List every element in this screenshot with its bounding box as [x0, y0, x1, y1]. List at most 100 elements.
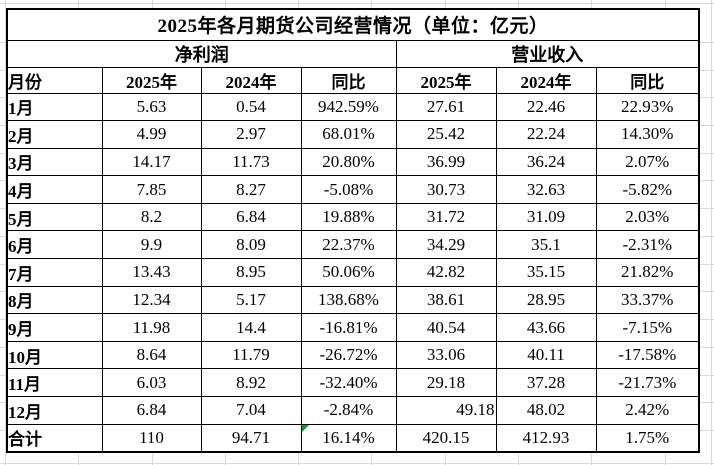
- cell-9月-rev2025[interactable]: 40.54: [395, 313, 497, 342]
- cell-9月-np2024[interactable]: 14.4: [200, 313, 302, 342]
- cell-合计-rev2024[interactable]: 412.93: [495, 423, 597, 453]
- cell-month-3月[interactable]: 3月: [6, 147, 103, 177]
- cell-month-11月[interactable]: 11月: [6, 368, 103, 398]
- cell-3月-rev2024[interactable]: 36.24: [495, 147, 597, 177]
- cell-5月-rev2024[interactable]: 31.09: [495, 202, 597, 232]
- cell-6月-np2024[interactable]: 8.09: [200, 230, 302, 260]
- cell-3月-revyoy[interactable]: 2.07%: [595, 147, 700, 177]
- cell-8月-revyoy[interactable]: 33.37%: [595, 285, 700, 315]
- cell-1月-np2024[interactable]: 0.54: [200, 92, 302, 122]
- cell-6月-revyoy[interactable]: -2.31%: [595, 230, 700, 260]
- cell-month-10月[interactable]: 10月: [6, 340, 103, 370]
- cell-8月-np2025[interactable]: 12.34: [101, 285, 202, 315]
- cell-6月-np2025[interactable]: 9.9: [101, 230, 202, 260]
- cell-5月-revyoy[interactable]: 2.03%: [595, 202, 700, 232]
- cell-7月-np2024[interactable]: 8.95: [200, 258, 302, 287]
- cell-11月-np2025[interactable]: 6.03: [101, 368, 202, 398]
- cell-6月-npyoy[interactable]: 22.37%: [300, 230, 397, 260]
- cell-month-6月[interactable]: 6月: [6, 230, 103, 260]
- cell-month-8月[interactable]: 8月: [6, 285, 103, 315]
- cell-9月-npyoy[interactable]: -16.81%: [300, 313, 397, 342]
- cell-9月-rev2024[interactable]: 43.66: [495, 313, 597, 342]
- cell-11月-np2024[interactable]: 8.92: [200, 368, 302, 398]
- column-header-np-2025[interactable]: 2025年: [101, 66, 202, 94]
- cell-12月-rev2024[interactable]: 48.02: [495, 396, 597, 425]
- cell-合计-rev2025[interactable]: 420.15: [395, 423, 497, 453]
- cell-1月-np2025[interactable]: 5.63: [101, 92, 202, 122]
- cell-7月-rev2025[interactable]: 42.82: [395, 258, 497, 287]
- cell-10月-np2024[interactable]: 11.79: [200, 340, 302, 370]
- cell-10月-npyoy[interactable]: -26.72%: [300, 340, 397, 370]
- cell-2月-rev2025[interactable]: 25.42: [395, 120, 497, 149]
- cell-4月-revyoy[interactable]: -5.82%: [595, 175, 700, 204]
- cell-11月-rev2024[interactable]: 37.28: [495, 368, 597, 398]
- cell-6月-rev2024[interactable]: 35.1: [495, 230, 597, 260]
- cell-4月-npyoy[interactable]: -5.08%: [300, 175, 397, 204]
- cell-11月-npyoy[interactable]: -32.40%: [300, 368, 397, 398]
- cell-month-5月[interactable]: 5月: [6, 202, 103, 232]
- cell-7月-rev2024[interactable]: 35.15: [495, 258, 597, 287]
- cell-8月-npyoy[interactable]: 138.68%: [300, 285, 397, 315]
- cell-month-4月[interactable]: 4月: [6, 175, 103, 204]
- group-header-revenue[interactable]: 营业收入: [395, 39, 700, 68]
- cell-10月-rev2025[interactable]: 33.06: [395, 340, 497, 370]
- column-header-rev-yoy[interactable]: 同比: [595, 66, 700, 94]
- cell-12月-revyoy[interactable]: 2.42%: [595, 396, 700, 425]
- cell-1月-rev2025[interactable]: 27.61: [395, 92, 497, 122]
- column-header-rev-2025[interactable]: 2025年: [395, 66, 497, 94]
- group-header-net-profit[interactable]: 净利润: [6, 39, 397, 68]
- cell-2月-np2024[interactable]: 2.97: [200, 120, 302, 149]
- cell-2月-npyoy[interactable]: 68.01%: [300, 120, 397, 149]
- cell-month-合计[interactable]: 合计: [6, 423, 103, 453]
- cell-9月-np2025[interactable]: 11.98: [101, 313, 202, 342]
- cell-9月-revyoy[interactable]: -7.15%: [595, 313, 700, 342]
- cell-2月-np2025[interactable]: 4.99: [101, 120, 202, 149]
- column-header-np-yoy[interactable]: 同比: [300, 66, 397, 94]
- cell-month-2月[interactable]: 2月: [6, 120, 103, 149]
- cell-合计-np2024[interactable]: 94.71: [200, 423, 302, 453]
- column-header-np-2024[interactable]: 2024年: [200, 66, 302, 94]
- cell-8月-rev2024[interactable]: 28.95: [495, 285, 597, 315]
- cell-12月-npyoy[interactable]: -2.84%: [300, 396, 397, 425]
- cell-month-12月[interactable]: 12月: [6, 396, 103, 425]
- cell-8月-rev2025[interactable]: 38.61: [395, 285, 497, 315]
- cell-5月-np2024[interactable]: 6.84: [200, 202, 302, 232]
- cell-5月-np2025[interactable]: 8.2: [101, 202, 202, 232]
- cell-7月-revyoy[interactable]: 21.82%: [595, 258, 700, 287]
- cell-3月-rev2025[interactable]: 36.99: [395, 147, 497, 177]
- cell-2月-rev2024[interactable]: 22.24: [495, 120, 597, 149]
- cell-1月-rev2024[interactable]: 22.46: [495, 92, 597, 122]
- cell-10月-revyoy[interactable]: -17.58%: [595, 340, 700, 370]
- column-header-month[interactable]: 月份: [6, 66, 103, 94]
- cell-2月-revyoy[interactable]: 14.30%: [595, 120, 700, 149]
- cell-12月-np2024[interactable]: 7.04: [200, 396, 302, 425]
- cell-5月-rev2025[interactable]: 31.72: [395, 202, 497, 232]
- column-header-rev-2024[interactable]: 2024年: [495, 66, 597, 94]
- cell-合计-revyoy[interactable]: 1.75%: [595, 423, 700, 453]
- cell-month-1月[interactable]: 1月: [6, 92, 103, 122]
- cell-8月-np2024[interactable]: 5.17: [200, 285, 302, 315]
- cell-3月-np2024[interactable]: 11.73: [200, 147, 302, 177]
- cell-4月-rev2025[interactable]: 30.73: [395, 175, 497, 204]
- cell-12月-np2025[interactable]: 6.84: [101, 396, 202, 425]
- cell-合计-npyoy[interactable]: 16.14%: [300, 423, 397, 453]
- cell-5月-npyoy[interactable]: 19.88%: [300, 202, 397, 232]
- cell-11月-revyoy[interactable]: -21.73%: [595, 368, 700, 398]
- cell-10月-np2025[interactable]: 8.64: [101, 340, 202, 370]
- cell-7月-np2025[interactable]: 13.43: [101, 258, 202, 287]
- table-title-cell[interactable]: 2025年各月期货公司经营情况（单位：亿元）: [6, 8, 700, 41]
- cell-3月-npyoy[interactable]: 20.80%: [300, 147, 397, 177]
- cell-11月-rev2025[interactable]: 29.18: [395, 368, 497, 398]
- cell-7月-npyoy[interactable]: 50.06%: [300, 258, 397, 287]
- cell-4月-np2024[interactable]: 8.27: [200, 175, 302, 204]
- cell-12月-rev2025[interactable]: 49.18: [395, 396, 497, 425]
- cell-合计-np2025[interactable]: 110: [101, 423, 202, 453]
- cell-4月-np2025[interactable]: 7.85: [101, 175, 202, 204]
- cell-6月-rev2025[interactable]: 34.29: [395, 230, 497, 260]
- cell-1月-revyoy[interactable]: 22.93%: [595, 92, 700, 122]
- cell-10月-rev2024[interactable]: 40.11: [495, 340, 597, 370]
- cell-1月-npyoy[interactable]: 942.59%: [300, 92, 397, 122]
- cell-3月-np2025[interactable]: 14.17: [101, 147, 202, 177]
- cell-month-9月[interactable]: 9月: [6, 313, 103, 342]
- cell-month-7月[interactable]: 7月: [6, 258, 103, 287]
